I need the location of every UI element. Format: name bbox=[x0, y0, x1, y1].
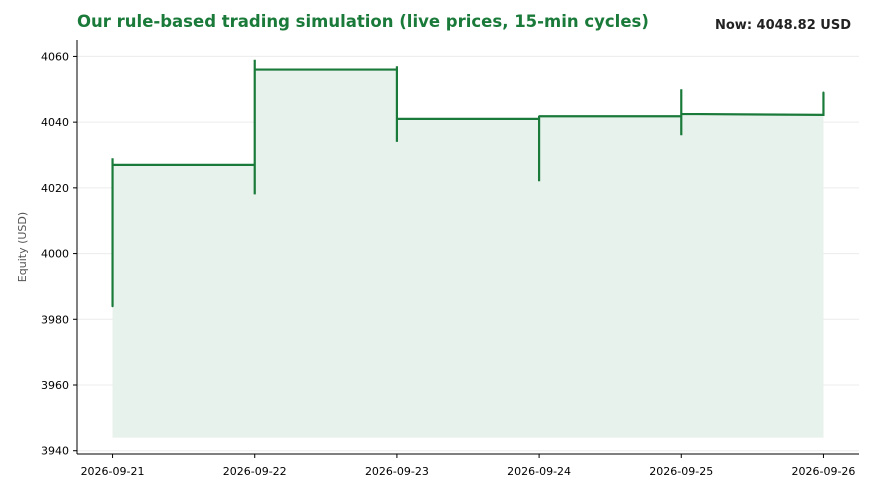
y-tick-label: 3960 bbox=[41, 379, 69, 392]
x-tick-label: 2026-09-22 bbox=[223, 465, 287, 478]
y-tick-label: 3940 bbox=[41, 445, 69, 458]
x-axis-ticks: 2026-09-21 2026-09-22 2026-09-23 2026-09-24… bbox=[81, 454, 855, 478]
y-axis-ticks: 3940 3960 3980 4000 4020 4040 4060 bbox=[41, 50, 77, 458]
equity-area-fill bbox=[112, 59, 824, 438]
y-axis-title: Equity (USD) bbox=[16, 212, 29, 282]
y-tick-label: 4060 bbox=[41, 50, 69, 63]
chart-title: Our rule-based trading simulation (live … bbox=[77, 12, 649, 31]
x-tick-label: 2026-09-24 bbox=[507, 465, 571, 478]
x-tick-label: 2026-09-23 bbox=[365, 465, 429, 478]
y-tick-label: 4020 bbox=[41, 182, 69, 195]
y-tick-label: 3980 bbox=[41, 313, 69, 326]
y-tick-label: 4040 bbox=[41, 116, 69, 129]
current-equity-readout: Now: 4048.82 USD bbox=[715, 18, 851, 33]
x-tick-label: 2026-09-26 bbox=[791, 465, 855, 478]
y-tick-label: 4000 bbox=[41, 248, 69, 261]
x-tick-label: 2026-09-21 bbox=[81, 465, 145, 478]
equity-line bbox=[111, 59, 825, 308]
x-tick-label: 2026-09-25 bbox=[649, 465, 713, 478]
